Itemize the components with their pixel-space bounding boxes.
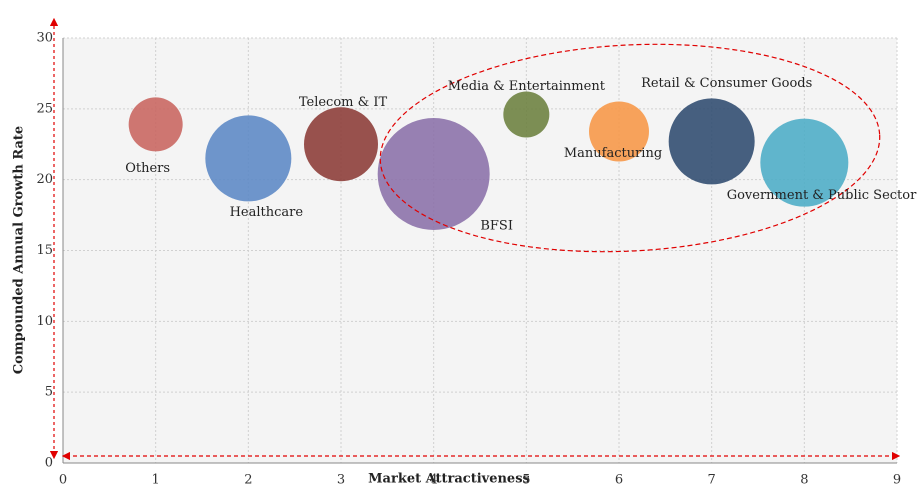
- y-tick-label: 30: [36, 31, 53, 46]
- bubble-label: Healthcare: [230, 205, 304, 220]
- x-axis-title: Market Attractiveness: [368, 472, 530, 487]
- bubble: [760, 118, 849, 207]
- x-tick-label: 1: [152, 473, 160, 488]
- x-tick-label: 3: [337, 473, 345, 488]
- bubble: [205, 115, 292, 202]
- bubble: [128, 97, 183, 152]
- bubble: [668, 98, 755, 185]
- y-tick-label: 5: [45, 385, 53, 400]
- y-tick-label: 0: [45, 456, 53, 471]
- y-tick-label: 15: [36, 243, 53, 258]
- y-tick-label: 20: [36, 172, 53, 187]
- x-tick-label: 6: [615, 473, 623, 488]
- bubble-label: Retail & Consumer Goods: [641, 76, 812, 91]
- x-tick-label: 9: [893, 473, 901, 488]
- bubble: [304, 107, 378, 182]
- x-tick-label: 4: [430, 473, 438, 488]
- y-tick-label: 10: [36, 314, 53, 329]
- bubble: [377, 118, 490, 230]
- y-tick-label: 25: [36, 101, 53, 116]
- bubble: [589, 101, 649, 162]
- bubble-label: Manufacturing: [564, 146, 662, 161]
- x-tick-label: 8: [800, 473, 808, 488]
- x-tick-label: 7: [708, 473, 716, 488]
- x-tick-label: 2: [244, 473, 252, 488]
- bubble-label: Government & Public Sector: [727, 188, 917, 203]
- y-axis-title: Compounded Annual Growth Rate: [12, 126, 27, 374]
- bubble-label: Telecom & IT: [299, 95, 388, 110]
- x-tick-label: 0: [59, 473, 67, 488]
- bubble-label: Media & Entertainment: [448, 79, 606, 94]
- bubble: [503, 91, 550, 138]
- bubble-label: BFSI: [480, 219, 513, 234]
- x-tick-label: 5: [522, 473, 530, 488]
- highlight-ellipse: [379, 43, 881, 253]
- bubble-label: Others: [125, 161, 170, 176]
